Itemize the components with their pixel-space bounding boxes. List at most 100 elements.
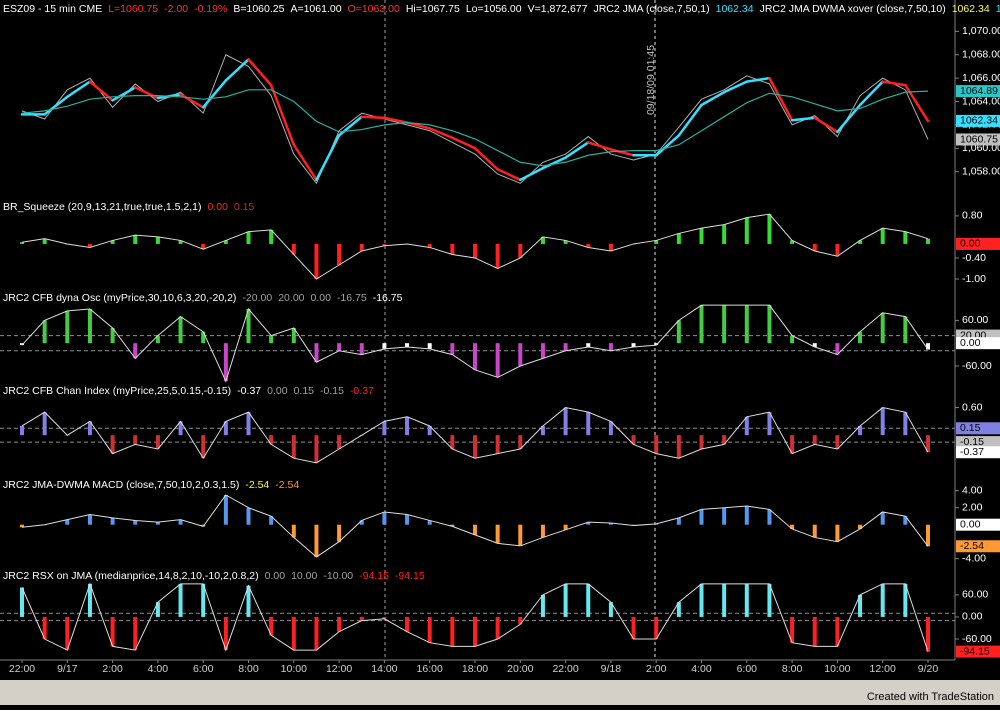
header-item: JRC2 CFB dyna Osc (myPrice,30,10,6,3,20,…	[3, 292, 236, 304]
header-item: O=1063.00	[348, 3, 400, 15]
header-item: -0.37	[237, 385, 261, 397]
header-item: -2.54	[275, 479, 299, 491]
bar	[382, 343, 387, 349]
header-item: ESZ09 - 15 min CME	[3, 3, 102, 15]
header-item: -16.75	[337, 292, 367, 304]
value-box-label: 1062.34	[960, 115, 998, 127]
bar	[20, 587, 24, 617]
value-box	[956, 436, 1000, 449]
panel-header: JRC2 RSX on JMA (medianprice,14,8,2,10,-…	[3, 570, 425, 582]
footer: Created with TradeStation	[867, 691, 994, 703]
bar	[495, 616, 500, 640]
value-box	[956, 540, 1000, 553]
bar	[110, 435, 115, 454]
bar	[676, 435, 681, 459]
panel-header: JRC2 CFB Chan Index (myPrice,25,5,0.15,-…	[3, 385, 374, 397]
x-tick-label: 22:00	[552, 663, 578, 675]
header-item: Hi=1067.75	[406, 3, 460, 15]
header-item: JRC2 JMA-DWMA MACD (close,7,50,10,2,0.3,…	[3, 479, 239, 491]
bar	[790, 524, 795, 529]
bar	[608, 602, 613, 617]
x-tick-label: 8:00	[782, 663, 803, 675]
line-segment	[858, 80, 884, 107]
value-box-label: -94.15	[960, 645, 990, 657]
bar	[903, 412, 908, 436]
bar	[427, 343, 432, 349]
bar	[337, 616, 342, 632]
bar	[926, 435, 930, 453]
header-item: JRC2 CFB Chan Index (myPrice,25,5,0.15,-…	[3, 385, 231, 397]
header-item: 10.00	[291, 570, 317, 582]
bar	[903, 516, 908, 525]
bar	[20, 425, 24, 436]
y-tick-label: 1,068.00	[962, 49, 1000, 61]
bar	[880, 583, 885, 617]
bar	[903, 583, 908, 617]
header-item: Lo=1056.00	[466, 3, 522, 15]
bar	[790, 616, 795, 643]
bar	[178, 240, 183, 244]
bar	[427, 616, 432, 643]
bar	[450, 343, 455, 355]
x-tick-label: 6:00	[737, 663, 758, 675]
bar	[42, 616, 47, 640]
bar	[835, 524, 840, 542]
line-segment	[201, 79, 228, 109]
bar	[359, 520, 364, 525]
bar	[291, 435, 296, 459]
bar	[676, 602, 681, 617]
bar	[65, 519, 70, 525]
bar	[155, 522, 160, 525]
x-tick-label: 8:00	[238, 663, 259, 675]
bar	[133, 235, 138, 244]
x-tick-label: 22:00	[9, 663, 35, 675]
y-tick-label: -1.00	[962, 273, 986, 285]
bar	[563, 524, 568, 530]
bar	[246, 308, 251, 344]
header-item: JRC2 RSX on JMA (medianprice,14,8,2,10,-…	[3, 570, 259, 582]
bar	[155, 602, 160, 617]
line-segment	[790, 116, 816, 122]
bar	[608, 343, 613, 351]
y-tick-label: 4.00	[962, 485, 983, 497]
bar	[133, 520, 138, 525]
header-item: JRC2 JMA DWMA xover (close,7,50,10)	[760, 3, 946, 15]
value-box	[956, 422, 1000, 435]
outline	[21, 407, 929, 464]
bar	[473, 524, 477, 535]
line-segment	[745, 76, 771, 83]
bar	[473, 343, 477, 370]
line	[21, 89, 929, 167]
bar	[926, 343, 930, 350]
bar	[405, 416, 410, 436]
cursor-label: 09/18/09 01:45	[645, 45, 657, 115]
bar	[405, 514, 410, 525]
background	[0, 0, 1000, 680]
bar	[631, 343, 636, 347]
bar	[699, 305, 704, 344]
bar	[87, 243, 92, 248]
x-tick-label: 9/20	[918, 663, 939, 675]
value-box-label: 0.15	[960, 422, 981, 434]
bar	[722, 435, 727, 445]
line-segment	[519, 166, 545, 182]
bar	[676, 517, 681, 525]
bar	[133, 343, 138, 359]
bar	[744, 583, 749, 617]
bar	[155, 435, 160, 449]
bar	[699, 435, 704, 449]
bar	[65, 310, 70, 344]
bar	[155, 236, 160, 244]
bar	[812, 435, 817, 445]
line-segment	[496, 168, 522, 182]
panel-header: JRC2 JMA-DWMA MACD (close,7,50,10,2,0.3,…	[3, 479, 299, 491]
bar	[223, 494, 228, 525]
bar	[42, 412, 47, 436]
bar	[269, 516, 274, 525]
line-segment	[564, 141, 590, 159]
header-item: -2.54	[245, 479, 269, 491]
bar	[858, 524, 863, 529]
bar	[540, 524, 545, 538]
bar	[586, 243, 591, 248]
